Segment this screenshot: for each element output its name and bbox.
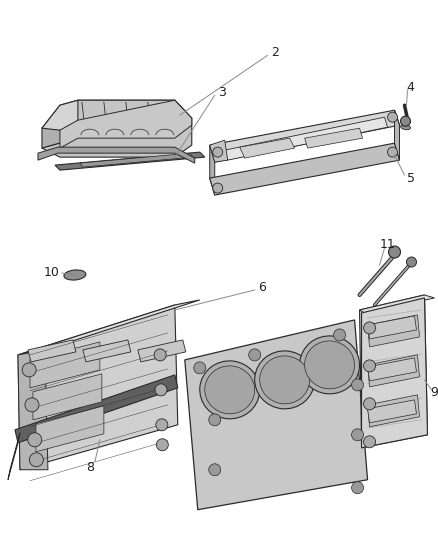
Text: 8: 8 bbox=[86, 461, 94, 474]
Polygon shape bbox=[38, 147, 195, 163]
Polygon shape bbox=[360, 295, 434, 313]
Polygon shape bbox=[367, 400, 417, 423]
Ellipse shape bbox=[200, 361, 260, 419]
Polygon shape bbox=[83, 340, 131, 362]
Polygon shape bbox=[367, 355, 420, 387]
Circle shape bbox=[352, 482, 364, 494]
Circle shape bbox=[388, 147, 398, 157]
Circle shape bbox=[364, 398, 375, 410]
Polygon shape bbox=[210, 143, 399, 195]
Circle shape bbox=[249, 349, 261, 361]
Polygon shape bbox=[15, 375, 178, 443]
Circle shape bbox=[213, 183, 223, 193]
Polygon shape bbox=[18, 350, 48, 470]
Polygon shape bbox=[225, 117, 388, 160]
Circle shape bbox=[156, 419, 168, 431]
Polygon shape bbox=[360, 295, 427, 448]
Polygon shape bbox=[367, 358, 417, 381]
Polygon shape bbox=[36, 406, 104, 452]
Circle shape bbox=[155, 384, 167, 396]
Circle shape bbox=[389, 246, 400, 258]
Ellipse shape bbox=[300, 336, 360, 394]
Polygon shape bbox=[305, 128, 363, 148]
Polygon shape bbox=[240, 138, 295, 158]
Circle shape bbox=[28, 433, 42, 447]
Text: 11: 11 bbox=[380, 238, 396, 251]
Circle shape bbox=[388, 112, 398, 122]
Ellipse shape bbox=[401, 125, 410, 130]
Polygon shape bbox=[33, 374, 102, 420]
Circle shape bbox=[364, 436, 375, 448]
Polygon shape bbox=[367, 395, 420, 427]
Polygon shape bbox=[367, 316, 417, 339]
Circle shape bbox=[29, 453, 43, 467]
Polygon shape bbox=[80, 153, 193, 167]
Circle shape bbox=[352, 429, 364, 441]
Circle shape bbox=[364, 322, 375, 334]
Polygon shape bbox=[42, 100, 78, 148]
Circle shape bbox=[334, 329, 346, 341]
Circle shape bbox=[364, 360, 375, 372]
Polygon shape bbox=[60, 100, 192, 148]
Polygon shape bbox=[361, 298, 427, 448]
Polygon shape bbox=[55, 152, 205, 170]
Circle shape bbox=[22, 363, 36, 377]
Polygon shape bbox=[42, 100, 192, 157]
Circle shape bbox=[154, 349, 166, 361]
Polygon shape bbox=[28, 340, 76, 362]
Circle shape bbox=[156, 439, 168, 451]
Circle shape bbox=[213, 147, 223, 157]
Circle shape bbox=[209, 464, 221, 476]
Polygon shape bbox=[30, 342, 100, 388]
Text: 9: 9 bbox=[431, 386, 438, 399]
Text: 6: 6 bbox=[258, 281, 265, 294]
Text: 5: 5 bbox=[406, 172, 414, 184]
Circle shape bbox=[194, 362, 206, 374]
Circle shape bbox=[209, 414, 221, 426]
Text: 10: 10 bbox=[44, 266, 60, 279]
Ellipse shape bbox=[260, 356, 310, 404]
Polygon shape bbox=[367, 315, 420, 347]
Text: 2: 2 bbox=[271, 46, 279, 59]
Circle shape bbox=[352, 379, 364, 391]
Text: 4: 4 bbox=[406, 80, 414, 94]
Polygon shape bbox=[42, 100, 192, 130]
Ellipse shape bbox=[255, 351, 314, 409]
Circle shape bbox=[406, 257, 417, 267]
Polygon shape bbox=[138, 340, 186, 362]
Ellipse shape bbox=[64, 270, 86, 280]
Polygon shape bbox=[185, 320, 367, 510]
Circle shape bbox=[400, 116, 410, 126]
Circle shape bbox=[25, 398, 39, 412]
Polygon shape bbox=[210, 145, 215, 195]
Polygon shape bbox=[395, 110, 399, 160]
Text: 3: 3 bbox=[218, 86, 226, 99]
Polygon shape bbox=[18, 300, 200, 355]
Polygon shape bbox=[210, 140, 228, 162]
Polygon shape bbox=[210, 110, 399, 162]
Ellipse shape bbox=[305, 341, 355, 389]
Ellipse shape bbox=[205, 366, 254, 414]
Polygon shape bbox=[8, 433, 20, 480]
Polygon shape bbox=[18, 305, 178, 470]
